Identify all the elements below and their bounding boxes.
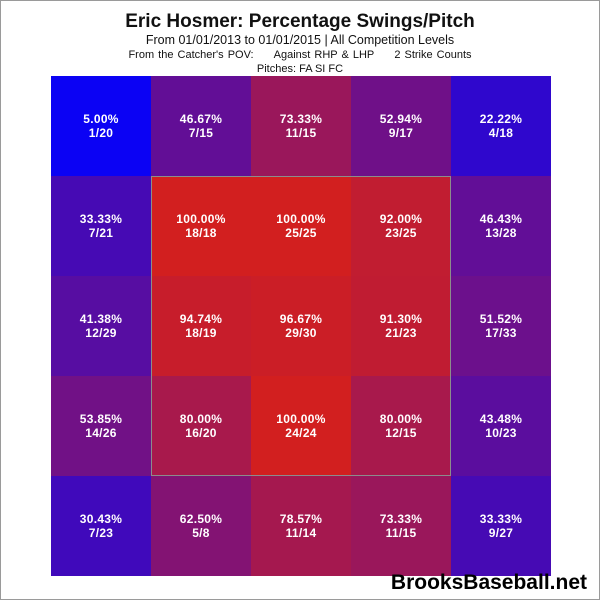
cell-percentage: 78.57% <box>279 512 323 526</box>
heatmap-grid: 5.00% 1/20 46.67% 7/15 73.33% 11/15 52.94% 9/17… <box>51 76 551 576</box>
cell-fraction: 25/25 <box>285 226 317 240</box>
cell-percentage: 62.50% <box>179 512 223 526</box>
cell-percentage: 52.94% <box>379 112 423 126</box>
heatmap-cell: 53.85% 14/26 <box>51 376 151 476</box>
cell-fraction: 7/21 <box>88 226 114 240</box>
cell-percentage: 43.48% <box>479 412 523 426</box>
cell-percentage: 46.67% <box>179 112 223 126</box>
cell-percentage: 73.33% <box>279 112 323 126</box>
cell-fraction: 4/18 <box>488 126 514 140</box>
cell-percentage: 91.30% <box>379 312 423 326</box>
heatmap-cell: 30.43% 7/23 <box>51 476 151 576</box>
cell-fraction: 7/23 <box>88 526 114 540</box>
heatmap-cell: 33.33% 9/27 <box>451 476 551 576</box>
cell-percentage: 33.33% <box>479 512 523 526</box>
cell-fraction: 11/15 <box>385 526 417 540</box>
pov-handedness-label: Against RHP & LHP <box>273 49 375 61</box>
cell-fraction: 14/26 <box>85 426 117 440</box>
cell-fraction: 9/17 <box>388 126 414 140</box>
cell-fraction: 10/23 <box>485 426 517 440</box>
cell-percentage: 100.00% <box>176 212 226 226</box>
chart-subtitle: From 01/01/2013 to 01/01/2015 | All Comp… <box>145 33 455 47</box>
pov-line: From the Catcher's POV: Against RHP & LH… <box>1 49 599 61</box>
brand-watermark: BrooksBaseball.net <box>390 571 587 594</box>
cell-fraction: 16/20 <box>185 426 217 440</box>
heatmap-cell: 41.38% 12/29 <box>51 276 151 376</box>
heatmap-cell: 78.57% 11/14 <box>251 476 351 576</box>
heatmap-cell: 91.30% 21/23 <box>351 276 451 376</box>
cell-percentage: 41.38% <box>79 312 123 326</box>
cell-fraction: 7/15 <box>188 126 214 140</box>
heatmap-cell: 43.48% 10/23 <box>451 376 551 476</box>
cell-fraction: 13/28 <box>485 226 517 240</box>
cell-percentage: 100.00% <box>276 412 326 426</box>
heatmap-cell: 51.52% 17/33 <box>451 276 551 376</box>
heatmap-cell: 100.00% 25/25 <box>251 176 351 276</box>
cell-fraction: 17/33 <box>485 326 517 340</box>
cell-percentage: 33.33% <box>79 212 123 226</box>
heatmap-cell: 80.00% 12/15 <box>351 376 451 476</box>
cell-percentage: 5.00% <box>83 112 119 126</box>
heatmap-cell: 33.33% 7/21 <box>51 176 151 276</box>
cell-percentage: 22.22% <box>479 112 523 126</box>
heatmap-cell: 73.33% 11/15 <box>251 76 351 176</box>
cell-fraction: 18/19 <box>185 326 217 340</box>
cell-fraction: 5/8 <box>192 526 210 540</box>
heatmap-cell: 100.00% 18/18 <box>151 176 251 276</box>
cell-fraction: 18/18 <box>185 226 217 240</box>
heatmap-cell: 52.94% 9/17 <box>351 76 451 176</box>
heatmap-cell: 92.00% 23/25 <box>351 176 451 276</box>
cell-percentage: 80.00% <box>379 412 423 426</box>
cell-percentage: 46.43% <box>479 212 523 226</box>
heatmap-cell: 5.00% 1/20 <box>51 76 151 176</box>
cell-fraction: 12/29 <box>85 326 117 340</box>
heatmap-cell: 73.33% 11/15 <box>351 476 451 576</box>
cell-fraction: 21/23 <box>385 326 417 340</box>
heatmap-cell: 46.67% 7/15 <box>151 76 251 176</box>
cell-fraction: 11/15 <box>285 126 317 140</box>
cell-fraction: 9/27 <box>488 526 514 540</box>
heatmap-cell: 96.67% 29/30 <box>251 276 351 376</box>
cell-percentage: 30.43% <box>79 512 123 526</box>
cell-fraction: 24/24 <box>285 426 317 440</box>
pov-count-label: 2 Strike Counts <box>394 49 472 61</box>
cell-percentage: 92.00% <box>379 212 423 226</box>
pov-view-label: From the Catcher's POV: <box>128 49 254 61</box>
cell-percentage: 100.00% <box>276 212 326 226</box>
cell-percentage: 53.85% <box>79 412 123 426</box>
chart-title: Eric Hosmer: Percentage Swings/Pitch <box>125 11 475 32</box>
heatmap-cell: 100.00% 24/24 <box>251 376 351 476</box>
cell-fraction: 12/15 <box>385 426 417 440</box>
heatmap-cell: 62.50% 5/8 <box>151 476 251 576</box>
cell-fraction: 29/30 <box>285 326 317 340</box>
cell-percentage: 51.52% <box>479 312 523 326</box>
cell-percentage: 73.33% <box>379 512 423 526</box>
pitch-types-label: Pitches: FA SI FC <box>256 63 344 75</box>
heatmap-cell: 94.74% 18/19 <box>151 276 251 376</box>
cell-fraction: 23/25 <box>385 226 417 240</box>
cell-fraction: 11/14 <box>285 526 317 540</box>
cell-percentage: 80.00% <box>179 412 223 426</box>
cell-percentage: 96.67% <box>279 312 323 326</box>
heatmap-cell: 80.00% 16/20 <box>151 376 251 476</box>
cell-percentage: 94.74% <box>179 312 223 326</box>
heatmap-cell: 46.43% 13/28 <box>451 176 551 276</box>
cell-fraction: 1/20 <box>88 126 114 140</box>
heatmap-cell: 22.22% 4/18 <box>451 76 551 176</box>
